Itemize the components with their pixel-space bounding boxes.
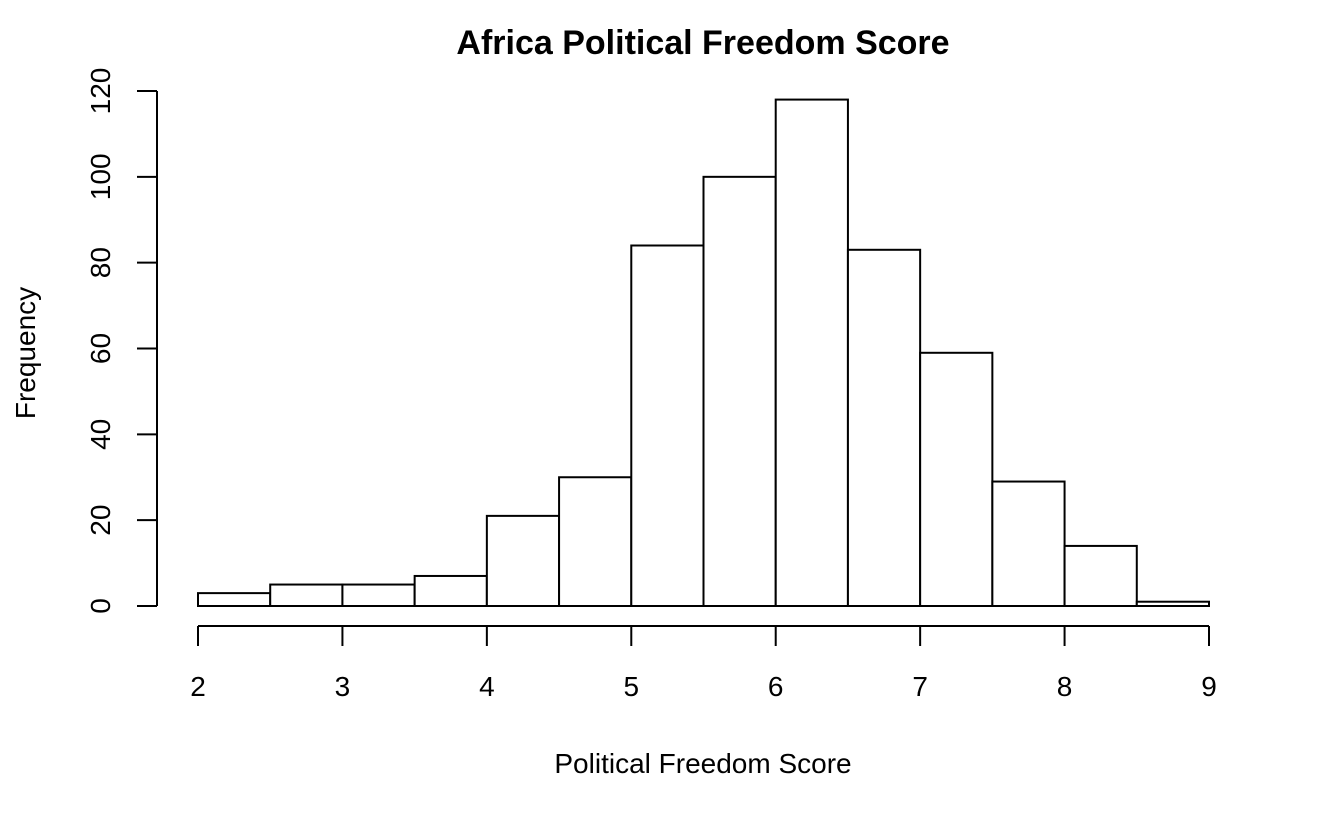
histogram-bar: [1135, 600, 1211, 607]
y-tick-label: 120: [85, 68, 116, 115]
histogram-bar: [341, 583, 416, 608]
histogram-bar: [702, 175, 777, 607]
x-tick-label: 4: [479, 671, 495, 702]
y-tick-label: 80: [85, 247, 116, 278]
histogram-bar: [919, 351, 994, 607]
x-tick-label: 6: [768, 671, 784, 702]
x-tick-label: 7: [912, 671, 928, 702]
x-tick-label: 3: [335, 671, 351, 702]
y-axis: 0 20 40 60 80 100 120: [85, 68, 158, 614]
y-tick-label: 20: [85, 505, 116, 536]
x-axis: 2 3 4 5 6 7 8 9: [190, 625, 1217, 702]
histogram-bar: [630, 244, 705, 607]
histogram-bar: [485, 514, 561, 607]
histogram-bar: [991, 480, 1066, 607]
x-tick-label: 5: [623, 671, 639, 702]
x-tick-label: 8: [1057, 671, 1073, 702]
histogram-bar: [846, 248, 922, 608]
histogram-bar: [1063, 544, 1138, 608]
y-axis-label: Frequency: [10, 287, 41, 419]
histogram-bar: [774, 98, 849, 607]
histogram-bar: [197, 592, 272, 607]
x-axis-label: Political Freedom Score: [554, 748, 851, 779]
bars-group: [197, 98, 1211, 608]
histogram-bar: [558, 476, 633, 607]
y-tick-label: 40: [85, 419, 116, 450]
y-tick-label: 100: [85, 153, 116, 200]
histogram-bar: [413, 574, 488, 607]
x-tick-label: 9: [1201, 671, 1217, 702]
x-tick-label: 2: [190, 671, 206, 702]
y-tick-label: 60: [85, 333, 116, 364]
y-tick-label: 0: [85, 598, 116, 614]
chart-title: Africa Political Freedom Score: [456, 24, 949, 62]
histogram-bar: [269, 583, 344, 608]
